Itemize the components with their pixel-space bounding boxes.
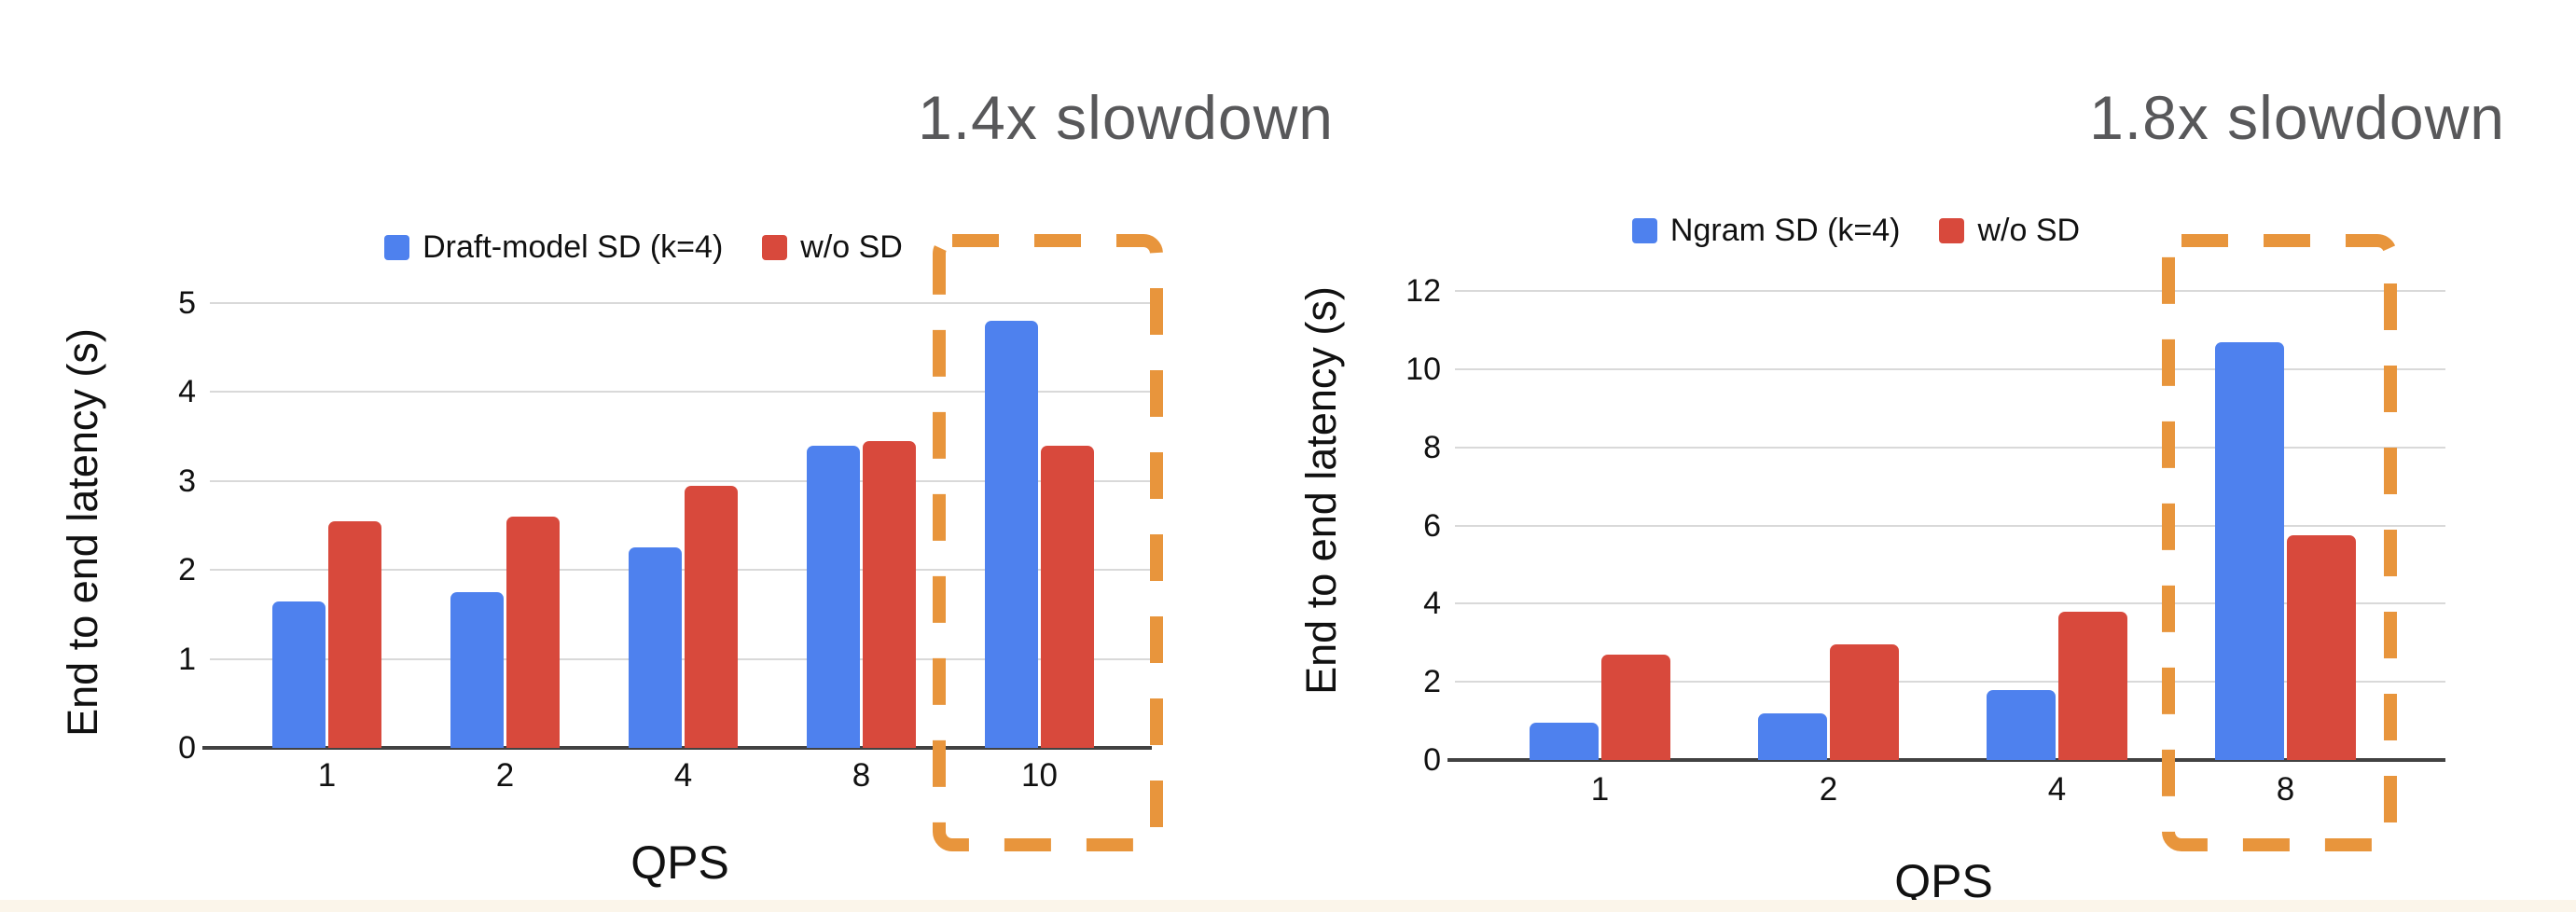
bar-group-qps-10 [950, 303, 1129, 748]
x-axis-line [202, 746, 1152, 750]
bar-group-qps-4 [1943, 291, 2171, 760]
bar-group-qps-1 [238, 303, 416, 748]
bar-series-0-qps-10 [985, 321, 1038, 748]
bottom-edge-strip [0, 900, 2576, 912]
y-tick-label-3: 3 [178, 463, 196, 499]
bar-series-0-qps-1 [1530, 723, 1599, 760]
bar-group-qps-2 [1714, 291, 1943, 760]
y-tick-label-0: 0 [178, 730, 196, 766]
bar-series-0-qps-4 [629, 547, 682, 748]
legend-right: Ngram SD (k=4) w/o SD [1380, 213, 2332, 249]
x-tick-label-2: 2 [1819, 771, 1838, 808]
bar-series-1-qps-10 [1041, 445, 1094, 748]
y-tick-label-8: 8 [1423, 429, 1441, 465]
x-tick-label-1: 1 [1590, 771, 1610, 808]
bar-group-qps-8 [772, 303, 950, 748]
x-tick-label-10: 10 [1021, 757, 1058, 794]
y-tick-label-10: 10 [1406, 351, 1441, 387]
gridline-y-6 [1455, 524, 2445, 527]
legend-item-series-1: w/o SD [1939, 213, 2080, 249]
highlight-dashed-box-left [933, 234, 1163, 851]
slowdown-annotation-right: 1.8x slowdown [2089, 83, 2505, 152]
bar-series-1-qps-4 [2058, 611, 2127, 760]
bar-series-0-qps-8 [807, 445, 860, 748]
y-tick-label-2: 2 [1423, 664, 1441, 700]
legend-label: w/o SD [800, 229, 903, 265]
x-tick-label-1: 1 [317, 757, 337, 794]
legend-swatch-red [1939, 218, 1965, 243]
legend-swatch-blue [1631, 218, 1657, 243]
y-tick-label-12: 12 [1406, 273, 1441, 309]
highlight-dashed-box-right [2162, 234, 2397, 851]
legend-label: Ngram SD (k=4) [1669, 213, 1901, 248]
gridline-y-10 [1455, 367, 2445, 370]
x-axis-title-right: QPS [1894, 855, 1993, 907]
gridline-y-5 [210, 302, 1152, 304]
gridline-y-3 [210, 479, 1152, 482]
x-tick-label-4: 4 [673, 757, 693, 794]
x-tick-label-8: 8 [852, 757, 871, 794]
legend-swatch-red [762, 235, 788, 260]
y-tick-label-0: 0 [1423, 742, 1441, 778]
bar-groups-right [1486, 291, 2400, 760]
legend-item-series-0: Draft-model SD (k=4) [384, 229, 723, 266]
y-tick-label-5: 5 [178, 285, 196, 321]
x-axis-ticks-right: 1 2 4 8 [1486, 771, 2400, 808]
x-tick-label-4: 4 [2047, 771, 2067, 808]
plot-area-right [1447, 290, 2445, 762]
legend-label: w/o SD [1977, 213, 2081, 248]
bar-series-0-qps-2 [1758, 712, 1827, 760]
legend-item-series-1: w/o SD [762, 229, 903, 266]
bar-groups-left [238, 303, 1129, 748]
gridline-y-4 [210, 391, 1152, 394]
gridline-y-12 [1455, 290, 2445, 292]
bar-series-1-qps-2 [1830, 644, 1899, 760]
x-axis-line [1447, 758, 2445, 762]
bar-series-1-qps-4 [685, 485, 738, 748]
gridline-y-2 [1455, 681, 2445, 684]
y-tick-label-4: 4 [178, 374, 196, 410]
y-tick-label-6: 6 [1423, 507, 1441, 544]
gridline-y-8 [1455, 446, 2445, 449]
x-axis-title-left: QPS [630, 836, 729, 889]
legend-item-series-0: Ngram SD (k=4) [1631, 213, 1901, 249]
y-axis-ticks-left: 0 1 2 3 4 5 [112, 287, 196, 764]
y-tick-label-1: 1 [178, 641, 196, 677]
x-axis-ticks-left: 1 2 4 8 10 [238, 757, 1129, 795]
bar-series-0-qps-4 [1987, 689, 2056, 760]
bar-series-1-qps-1 [328, 520, 381, 748]
bar-group-qps-1 [1486, 291, 1714, 760]
bar-series-0-qps-1 [272, 601, 325, 748]
legend-swatch-blue [384, 235, 410, 260]
bar-series-1-qps-8 [2287, 534, 2356, 760]
y-axis-title-left: End to end latency (s) [59, 328, 106, 737]
y-tick-label-4: 4 [1423, 586, 1441, 622]
bar-series-1-qps-2 [506, 516, 560, 748]
y-tick-label-2: 2 [178, 552, 196, 588]
legend-left: Draft-model SD (k=4) w/o SD [177, 229, 1110, 266]
y-axis-ticks-right: 0 2 4 6 8 10 12 [1357, 275, 1441, 776]
bar-group-qps-8 [2171, 291, 2400, 760]
bar-series-1-qps-1 [1601, 654, 1670, 760]
bar-series-0-qps-8 [2215, 341, 2284, 760]
legend-label: Draft-model SD (k=4) [422, 229, 724, 265]
bar-series-0-qps-2 [450, 592, 504, 748]
x-tick-label-2: 2 [495, 757, 515, 794]
slowdown-annotation-left: 1.4x slowdown [918, 83, 1334, 152]
bar-group-qps-2 [416, 303, 594, 748]
x-tick-label-8: 8 [2276, 771, 2295, 808]
bar-series-1-qps-8 [863, 440, 916, 748]
bar-group-qps-4 [594, 303, 772, 748]
y-axis-title-right: End to end latency (s) [1297, 286, 1345, 695]
gridline-y-4 [1455, 602, 2445, 605]
